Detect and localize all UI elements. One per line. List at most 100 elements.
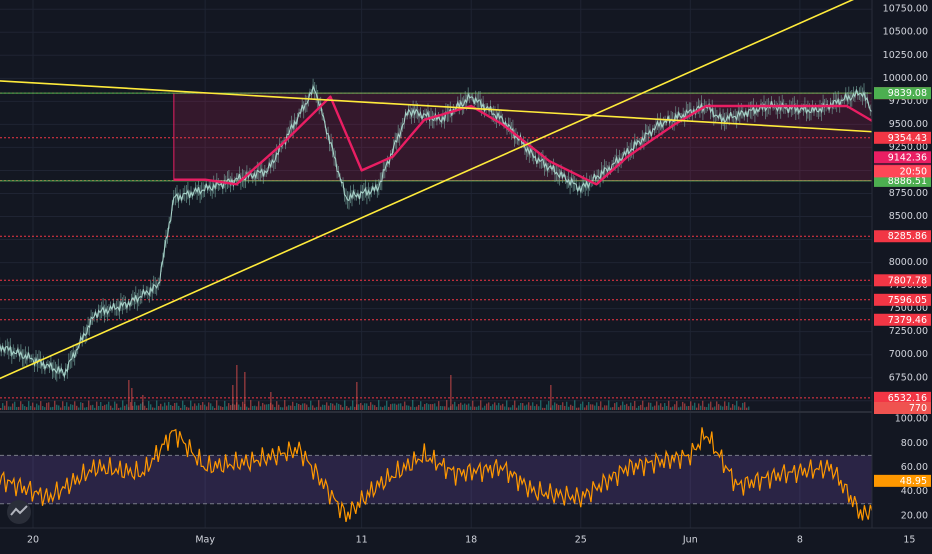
price-tick-label: 10250.00 bbox=[883, 50, 928, 61]
volume-bar bbox=[434, 403, 436, 410]
volume-bar bbox=[266, 404, 268, 410]
volume-bar bbox=[430, 404, 432, 410]
volume-bar bbox=[332, 403, 334, 410]
volume-bar bbox=[678, 407, 680, 410]
volume-bar bbox=[390, 404, 392, 410]
volume-bar bbox=[44, 407, 46, 410]
volume-bar bbox=[378, 400, 380, 410]
volume-bar bbox=[30, 405, 32, 410]
volume-bar bbox=[80, 402, 82, 410]
volume-bar bbox=[152, 407, 154, 410]
volume-bar bbox=[632, 406, 634, 410]
volume-bar bbox=[680, 406, 682, 410]
volume-bar bbox=[312, 405, 314, 410]
red-level-tag-3-bg bbox=[874, 230, 931, 243]
volume-bar bbox=[302, 403, 304, 410]
volume-bar bbox=[68, 406, 70, 410]
volume-bar bbox=[316, 406, 318, 410]
volume-bar bbox=[76, 405, 78, 410]
volume-bar bbox=[452, 404, 454, 410]
volume-bar bbox=[518, 405, 520, 410]
volume-bar bbox=[212, 406, 214, 410]
volume-bar bbox=[546, 404, 548, 410]
volume-bar bbox=[200, 405, 202, 410]
volume-bar bbox=[224, 400, 226, 410]
volume-bar bbox=[534, 406, 536, 410]
trendline-descending[interactable] bbox=[0, 74, 932, 162]
volume-bar bbox=[88, 400, 90, 410]
volume-bar bbox=[116, 403, 118, 410]
volume-bar bbox=[394, 403, 396, 410]
trendline-ascending[interactable] bbox=[0, 0, 862, 405]
volume-bar bbox=[410, 406, 412, 410]
volume-bar bbox=[666, 405, 668, 410]
volume-bar bbox=[712, 407, 714, 410]
moving-average-line[interactable] bbox=[173, 95, 932, 186]
volume-bar bbox=[120, 407, 122, 410]
volume-bar bbox=[284, 400, 286, 410]
volume-spike-4 bbox=[244, 372, 246, 410]
volume-bar bbox=[280, 407, 282, 410]
volume-bar bbox=[48, 402, 50, 410]
volume-bar bbox=[40, 401, 42, 410]
volume-bar bbox=[216, 400, 218, 410]
volume-bar bbox=[700, 405, 702, 410]
volume-bar bbox=[194, 403, 196, 410]
volume-bar bbox=[176, 402, 178, 410]
time-tick-label: 11 bbox=[356, 535, 368, 546]
volume-bar bbox=[250, 400, 252, 410]
red-level-tag-1: 9354.43 bbox=[888, 133, 927, 144]
volume-bar bbox=[448, 407, 450, 410]
red-level-tag-5-bg bbox=[874, 293, 931, 306]
volume-bar bbox=[320, 406, 322, 410]
green-level-tag-0: 9839.08 bbox=[888, 88, 927, 99]
price-tick-label: 10750.00 bbox=[883, 4, 928, 15]
volume-bar bbox=[110, 405, 112, 410]
volume-bar bbox=[190, 400, 192, 410]
volume-bar bbox=[402, 406, 404, 410]
volume-bar bbox=[178, 405, 180, 410]
volume-bar bbox=[2, 403, 4, 410]
volume-bar bbox=[624, 404, 626, 410]
volume-bar bbox=[358, 404, 360, 410]
volume-bar bbox=[556, 403, 558, 410]
volume-tag-bg bbox=[874, 402, 931, 414]
red-level-tag-4: 7807.78 bbox=[888, 275, 927, 286]
volume-bar bbox=[220, 406, 222, 410]
volume-bar bbox=[126, 404, 128, 410]
volume-bar bbox=[380, 406, 382, 410]
volume-bar bbox=[468, 403, 470, 410]
volume-bar bbox=[590, 404, 592, 410]
price-tag-1: 20:50 bbox=[900, 166, 927, 177]
price-tick-label: 7000.00 bbox=[889, 349, 928, 360]
volume-bar bbox=[274, 407, 276, 410]
rsi-line[interactable] bbox=[0, 427, 932, 523]
volume-bar bbox=[570, 404, 572, 410]
volume-bar bbox=[148, 401, 150, 410]
volume-bar bbox=[392, 403, 394, 410]
price-tick-label: 7250.00 bbox=[889, 326, 928, 337]
volume-bar bbox=[640, 404, 642, 410]
volume-bar bbox=[196, 405, 198, 410]
volume-bar bbox=[328, 405, 330, 410]
volume-bar bbox=[506, 400, 508, 410]
volume-bar bbox=[384, 405, 386, 410]
volume-bar bbox=[654, 405, 656, 410]
volume-bar bbox=[38, 405, 40, 410]
volume-bar bbox=[514, 400, 516, 410]
volume-bar bbox=[180, 407, 182, 410]
volume-bar bbox=[578, 407, 580, 410]
price-series[interactable] bbox=[0, 83, 932, 379]
volume-bar bbox=[276, 401, 278, 410]
volume-bar bbox=[732, 404, 734, 410]
volume-bar bbox=[580, 403, 582, 410]
volume-bar bbox=[204, 404, 206, 410]
volume-bar bbox=[662, 406, 664, 410]
red-level-tag-6: 7379.46 bbox=[888, 315, 927, 326]
red-level-tag-7-bg bbox=[874, 391, 931, 404]
volume-bar bbox=[406, 405, 408, 410]
volume-bar bbox=[748, 406, 750, 410]
